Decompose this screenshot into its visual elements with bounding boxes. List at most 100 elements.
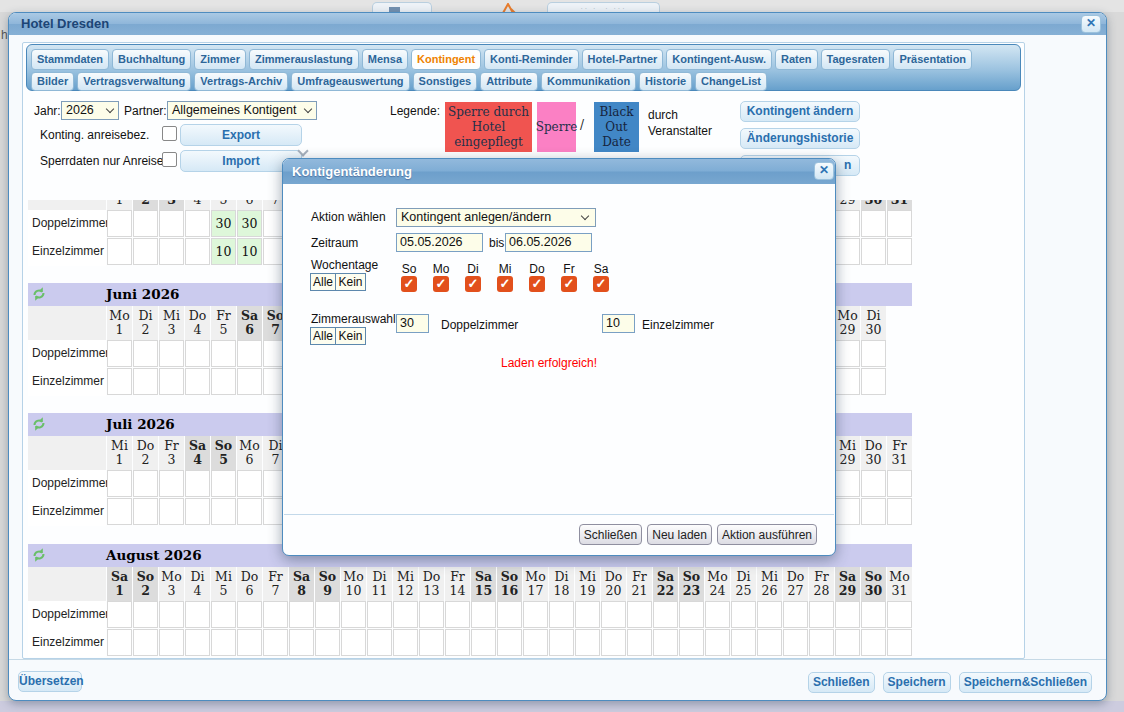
weekday-checkbox[interactable]: ✓ xyxy=(529,276,545,292)
uebersetzen-button[interactable]: Übersetzen xyxy=(18,671,82,692)
day-cell[interactable] xyxy=(861,340,886,367)
day-cell[interactable] xyxy=(835,368,860,395)
day-cell[interactable] xyxy=(887,601,912,628)
day-cell[interactable] xyxy=(107,498,132,525)
day-cell[interactable] xyxy=(471,629,496,656)
day-cell[interactable] xyxy=(341,629,366,656)
tab-attribute[interactable]: Attribute xyxy=(480,72,538,91)
day-cell[interactable] xyxy=(159,601,184,628)
day-cell[interactable] xyxy=(185,368,210,395)
single-room-input[interactable]: 10 xyxy=(602,314,635,333)
refresh-icon[interactable] xyxy=(31,416,47,436)
footer-button-speichern[interactable]: Speichern xyxy=(883,672,951,693)
kontingent-aendern-button[interactable]: Kontingent ändern xyxy=(740,101,860,122)
day-cell[interactable] xyxy=(159,210,184,237)
day-cell[interactable] xyxy=(705,601,730,628)
tab-kontingent[interactable]: Kontingent xyxy=(411,49,481,70)
day-cell[interactable] xyxy=(133,340,158,367)
tab-konti-reminder[interactable]: Konti-Reminder xyxy=(484,49,579,70)
day-cell[interactable] xyxy=(367,601,392,628)
tab-bilder[interactable]: Bilder xyxy=(31,72,74,91)
day-cell[interactable] xyxy=(341,601,366,628)
day-cell[interactable] xyxy=(237,470,262,497)
day-cell[interactable] xyxy=(783,601,808,628)
day-cell[interactable] xyxy=(731,601,756,628)
day-cell[interactable] xyxy=(185,498,210,525)
day-cell[interactable] xyxy=(679,601,704,628)
weekday-checkbox[interactable]: ✓ xyxy=(561,276,577,292)
tab-stammdaten[interactable]: Stammdaten xyxy=(31,49,109,70)
day-cell[interactable] xyxy=(679,629,704,656)
modal-close-icon[interactable] xyxy=(814,162,834,180)
footer-button-speichern-schlie-en[interactable]: Speichern&Schließen xyxy=(959,672,1092,693)
day-cell[interactable] xyxy=(835,629,860,656)
day-cell[interactable] xyxy=(835,498,860,525)
day-cell[interactable] xyxy=(471,601,496,628)
day-cell[interactable] xyxy=(185,470,210,497)
day-cell[interactable] xyxy=(887,498,912,525)
day-cell[interactable] xyxy=(783,629,808,656)
rooms-all-button[interactable]: Alle xyxy=(310,327,336,345)
tab-buchhaltung[interactable]: Buchhaltung xyxy=(112,49,191,70)
day-cell[interactable] xyxy=(185,238,210,265)
day-cell[interactable] xyxy=(107,470,132,497)
tab-vertrags-archiv[interactable]: Vertrags-Archiv xyxy=(194,72,288,91)
day-cell[interactable] xyxy=(835,340,860,367)
day-cell[interactable] xyxy=(861,629,886,656)
day-cell[interactable] xyxy=(601,601,626,628)
rooms-none-button[interactable]: Kein xyxy=(335,327,366,345)
tab-mensa[interactable]: Mensa xyxy=(362,49,408,70)
day-cell[interactable]: 30 xyxy=(211,210,236,237)
weekday-checkbox[interactable]: ✓ xyxy=(593,276,609,292)
day-cell[interactable] xyxy=(159,340,184,367)
day-cell[interactable] xyxy=(393,629,418,656)
day-cell[interactable] xyxy=(211,498,236,525)
day-cell[interactable] xyxy=(393,601,418,628)
day-cell[interactable] xyxy=(549,601,574,628)
day-cell[interactable] xyxy=(419,629,444,656)
date-from-input[interactable]: 05.05.2026 xyxy=(396,233,483,252)
footer-button-schlie-en[interactable]: Schließen xyxy=(808,672,875,693)
modal-button-neu-laden[interactable]: Neu laden xyxy=(647,524,712,545)
aenderungshistorie-button[interactable]: Änderungshistorie xyxy=(740,128,860,149)
tab-historie[interactable]: Historie xyxy=(639,72,692,91)
day-cell[interactable] xyxy=(237,601,262,628)
day-cell[interactable] xyxy=(107,629,132,656)
day-cell[interactable] xyxy=(627,601,652,628)
day-cell[interactable] xyxy=(861,470,886,497)
day-cell[interactable] xyxy=(107,210,132,237)
day-cell[interactable] xyxy=(445,601,470,628)
day-cell[interactable] xyxy=(107,340,132,367)
partner-select[interactable]: Allgemeines Kontigent xyxy=(167,101,317,120)
day-cell[interactable] xyxy=(757,601,782,628)
year-select[interactable]: 2026 xyxy=(61,101,119,120)
day-cell[interactable] xyxy=(419,601,444,628)
day-cell[interactable] xyxy=(133,601,158,628)
day-cell[interactable] xyxy=(601,629,626,656)
day-cell[interactable] xyxy=(887,470,912,497)
day-cell[interactable] xyxy=(159,470,184,497)
day-cell[interactable] xyxy=(133,210,158,237)
day-cell[interactable] xyxy=(185,340,210,367)
day-cell[interactable] xyxy=(211,470,236,497)
weekday-checkbox[interactable]: ✓ xyxy=(433,276,449,292)
date-to-input[interactable]: 06.05.2026 xyxy=(505,233,592,252)
day-cell[interactable] xyxy=(185,601,210,628)
day-cell[interactable] xyxy=(549,629,574,656)
tab-changelist[interactable]: ChangeList xyxy=(695,72,767,91)
day-cell[interactable] xyxy=(315,601,340,628)
day-cell[interactable] xyxy=(367,629,392,656)
day-cell[interactable] xyxy=(159,498,184,525)
sperrdaten-checkbox[interactable] xyxy=(162,152,177,167)
day-cell[interactable] xyxy=(263,629,288,656)
tab-kommunikation[interactable]: Kommunikation xyxy=(541,72,636,91)
modal-button-schlie-en[interactable]: Schließen xyxy=(579,524,642,545)
day-cell[interactable] xyxy=(237,629,262,656)
day-cell[interactable]: 10 xyxy=(211,238,236,265)
day-cell[interactable] xyxy=(523,601,548,628)
day-cell[interactable] xyxy=(133,470,158,497)
day-cell[interactable] xyxy=(159,368,184,395)
day-cell[interactable] xyxy=(887,210,912,237)
weekdays-all-button[interactable]: Alle xyxy=(310,273,336,291)
day-cell[interactable] xyxy=(289,601,314,628)
